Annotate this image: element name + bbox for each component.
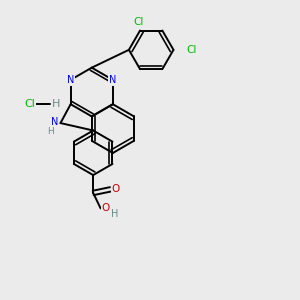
Text: N: N [67, 75, 74, 85]
Text: O: O [112, 184, 120, 194]
Text: H: H [52, 99, 61, 109]
Text: Cl: Cl [134, 17, 144, 27]
Text: N: N [109, 75, 116, 85]
Text: H: H [111, 209, 118, 219]
Text: N: N [51, 117, 58, 127]
Text: Cl: Cl [187, 45, 197, 55]
Text: O: O [102, 203, 110, 213]
Text: Cl: Cl [24, 99, 35, 109]
Text: H: H [48, 127, 54, 136]
